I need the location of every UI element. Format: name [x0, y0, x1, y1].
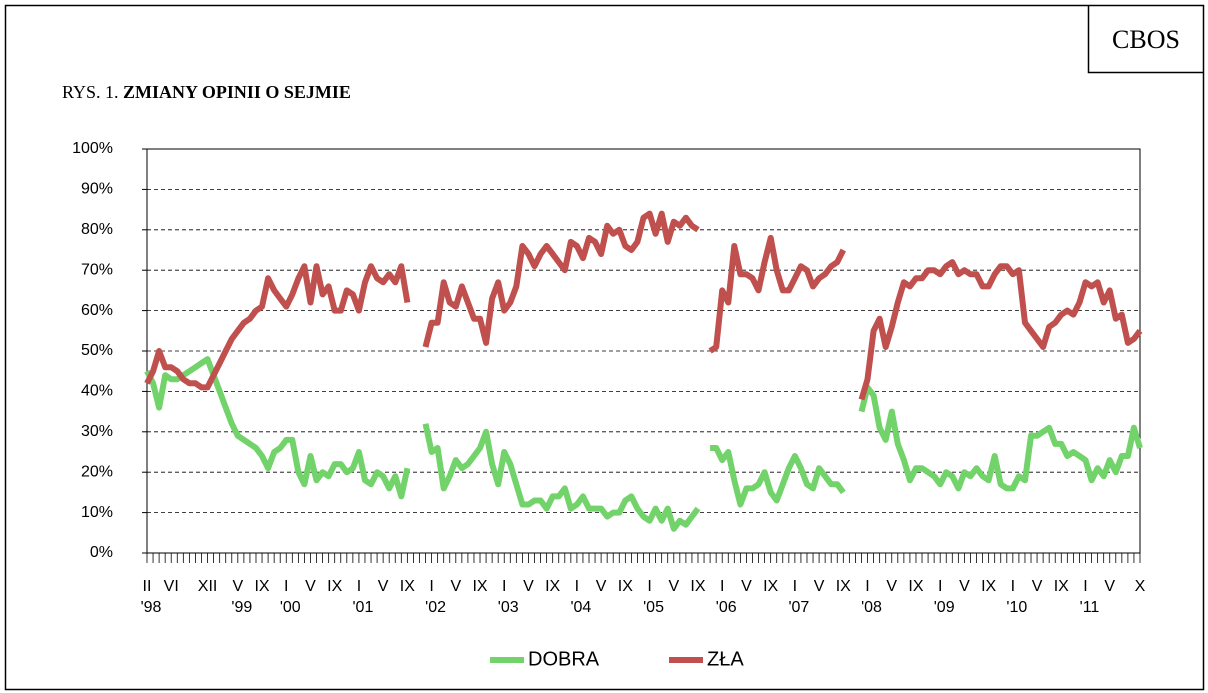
x-year-label: '06	[716, 599, 737, 616]
x-tick-label: I	[1083, 578, 1087, 595]
x-tick-label: IX	[472, 578, 487, 595]
x-tick-label: V	[305, 578, 316, 595]
series-line	[144, 356, 1143, 532]
x-tick-label: V	[1104, 578, 1115, 595]
y-tick-label: 100%	[72, 140, 113, 157]
x-year-label: '08	[861, 599, 882, 616]
x-tick-label: I	[647, 578, 651, 595]
x-year-label: '01	[352, 599, 373, 616]
series-line	[144, 210, 1143, 401]
x-tick-label: I	[720, 578, 724, 595]
x-year-label: '98	[141, 599, 162, 616]
y-tick-label: 0%	[90, 544, 113, 561]
x-year-label: '00	[280, 599, 301, 616]
source: CBOS	[1112, 25, 1180, 54]
x-tick-label: X	[1135, 578, 1146, 595]
x-year-label: '03	[498, 599, 519, 616]
legend-label: ZŁA	[707, 648, 744, 670]
chart-title: RYS. 1. ZMIANY OPINII O SEJMIE	[62, 82, 351, 102]
x-tick-label: I	[938, 578, 942, 595]
x-tick-label: II	[143, 578, 152, 595]
x-tick-label: I	[284, 578, 288, 595]
y-tick-label: 80%	[81, 221, 113, 238]
x-tick-label: V	[741, 578, 752, 595]
x-tick-label: I	[865, 578, 869, 595]
x-tick-label: IX	[981, 578, 996, 595]
x-tick-label: V	[1032, 578, 1043, 595]
x-tick-label: VI	[164, 578, 179, 595]
x-tick-label: IX	[1054, 578, 1069, 595]
x-year-label: '99	[231, 599, 252, 616]
source-box	[1087, 5, 1204, 74]
x-tick-label: V	[886, 578, 897, 595]
x-tick-label: XII	[198, 578, 218, 595]
y-tick-label: 10%	[81, 504, 113, 521]
x-tick-label: IX	[254, 578, 269, 595]
x-year-label: '05	[643, 599, 664, 616]
legend-label: DOBRA	[528, 648, 600, 670]
x-tick-label: IX	[327, 578, 342, 595]
x-tick-label: I	[575, 578, 579, 595]
y-tick-label: 50%	[81, 342, 113, 359]
x-tick-label: V	[668, 578, 679, 595]
y-tick-label: 90%	[81, 181, 113, 198]
x-tick-label: IX	[763, 578, 778, 595]
x-tick-label: V	[232, 578, 243, 595]
x-tick-label: I	[502, 578, 506, 595]
x-tick-label: V	[450, 578, 461, 595]
x-year-label: '02	[425, 599, 446, 616]
title-prefix: RYS. 1.	[62, 82, 119, 102]
x-tick-label: I	[357, 578, 361, 595]
x-tick-label: IX	[618, 578, 633, 595]
x-tick-label: IX	[690, 578, 705, 595]
y-tick-label: 20%	[81, 463, 113, 480]
y-tick-label: 70%	[81, 261, 113, 278]
x-tick-label: IX	[400, 578, 415, 595]
x-tick-label: I	[1011, 578, 1015, 595]
x-year-label: '04	[570, 599, 591, 616]
x-year-label: '11	[1080, 599, 1100, 616]
y-tick-label: 30%	[81, 423, 113, 440]
y-tick-label: 60%	[81, 302, 113, 319]
frame	[4, 4, 1205, 691]
x-tick-label: V	[378, 578, 389, 595]
x-tick-label: V	[814, 578, 825, 595]
x-tick-label: V	[596, 578, 607, 595]
x-tick-label: IX	[908, 578, 923, 595]
x-tick-label: V	[523, 578, 534, 595]
x-year-label: '10	[1006, 599, 1027, 616]
x-tick-label: I	[793, 578, 797, 595]
x-tick-label: IX	[836, 578, 851, 595]
x-tick-label: I	[429, 578, 433, 595]
x-tick-label: V	[959, 578, 970, 595]
x-tick-label: IX	[545, 578, 560, 595]
y-tick-label: 40%	[81, 383, 113, 400]
title-text: ZMIANY OPINII O SEJMIE	[123, 82, 351, 102]
x-year-label: '07	[788, 599, 809, 616]
x-year-label: '09	[934, 599, 955, 616]
